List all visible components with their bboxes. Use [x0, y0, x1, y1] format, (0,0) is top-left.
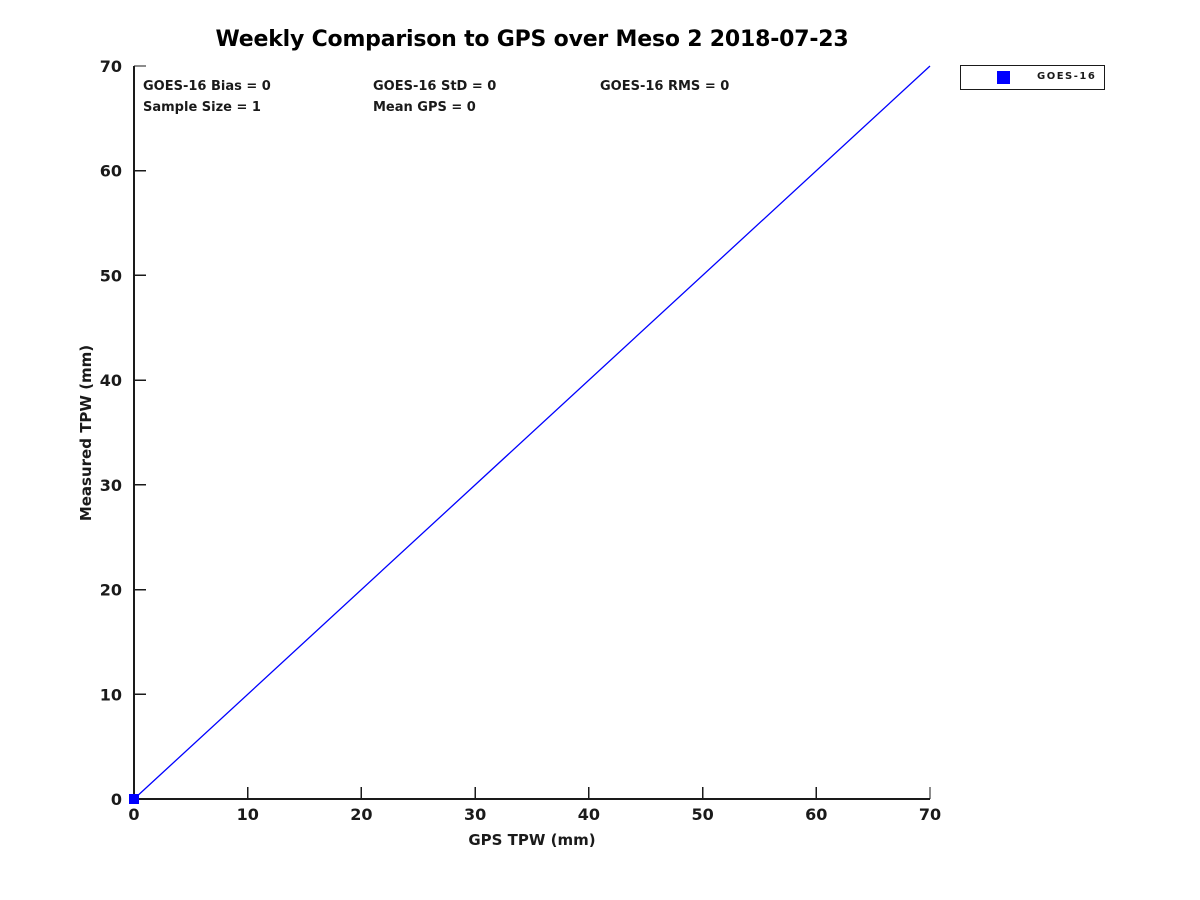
chart-title: Weekly Comparison to GPS over Meso 2 201… — [215, 27, 849, 52]
x-tick-label: 70 — [919, 805, 941, 824]
stat-std: GOES-16 StD = 0 — [373, 79, 497, 94]
y-tick-label: 0 — [111, 790, 122, 809]
y-axis-label: Measured TPW (mm) — [77, 344, 95, 522]
stat-mean-gps: Mean GPS = 0 — [373, 100, 476, 115]
legend-label: GOES-16 — [1037, 71, 1097, 82]
y-tick-label: 10 — [100, 685, 122, 704]
x-tick-label: 60 — [805, 805, 827, 824]
stat-rms: GOES-16 RMS = 0 — [600, 79, 730, 94]
x-tick-label: 30 — [464, 805, 486, 824]
y-tick-label: 20 — [100, 581, 122, 600]
x-tick-label: 40 — [578, 805, 600, 824]
y-tick-label: 30 — [100, 476, 122, 495]
x-axis-label: GPS TPW (mm) — [468, 831, 596, 849]
x-tick-label: 50 — [691, 805, 713, 824]
legend-marker-square-icon — [997, 71, 1010, 84]
x-tick-label: 0 — [128, 805, 139, 824]
y-tick-label: 40 — [100, 371, 122, 390]
stat-sample-size: Sample Size = 1 — [143, 100, 261, 115]
x-tick-label: 10 — [237, 805, 259, 824]
legend: GOES-16 — [960, 65, 1105, 90]
y-tick-label: 70 — [100, 57, 122, 76]
x-tick-label: 20 — [350, 805, 372, 824]
identity-line — [133, 65, 931, 800]
y-tick-label: 60 — [100, 162, 122, 181]
y-tick-label: 50 — [100, 266, 122, 285]
stat-bias: GOES-16 Bias = 0 — [143, 79, 271, 94]
